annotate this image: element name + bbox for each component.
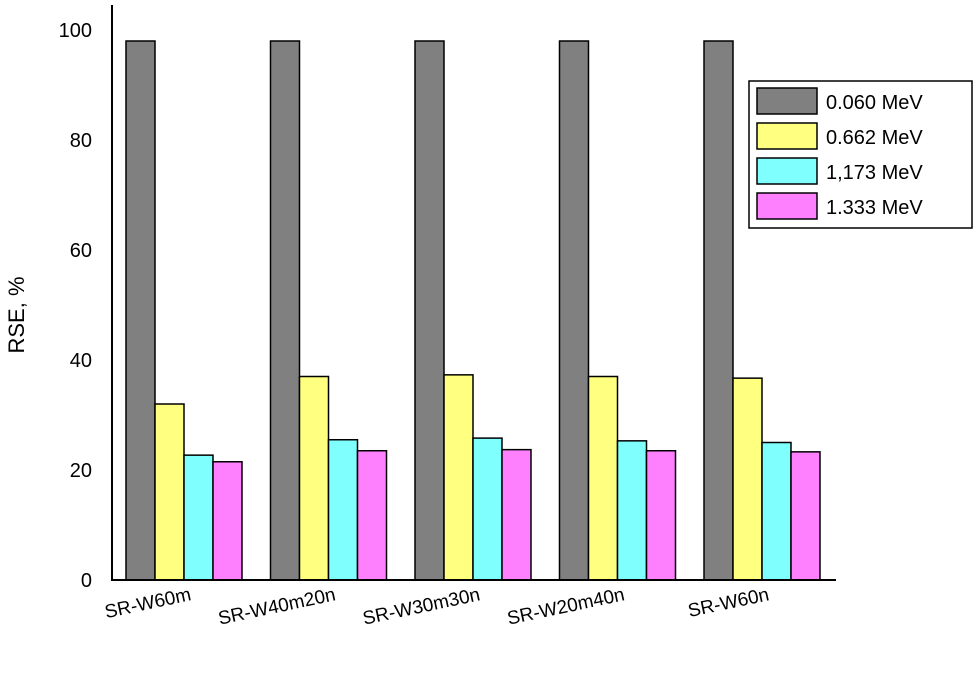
legend-swatch: [756, 122, 818, 150]
axes-group: [111, 5, 836, 581]
bar: [732, 377, 763, 581]
x-category-labels: SR-W60m SR-W40m20n SR-W30m30n SR-W20m40n SR-…: [103, 584, 771, 629]
bar: [587, 375, 619, 581]
bar: [269, 40, 301, 581]
bar: [501, 448, 532, 581]
bar: [761, 441, 792, 581]
legend-label: 1,173 MeV: [826, 162, 923, 184]
x-category-label: SR-W40m20n: [216, 584, 337, 629]
bar: [790, 451, 821, 581]
legend-swatch: [756, 192, 818, 220]
bar: [472, 437, 503, 581]
legend-swatch: [756, 157, 818, 185]
bar: [125, 40, 156, 581]
y-tick-labels: 0 20 40 60 80 100: [59, 20, 92, 592]
bar: [298, 375, 330, 581]
x-category-label: SR-W20m40n: [505, 584, 626, 629]
bar: [616, 440, 648, 581]
x-category-label: SR-W30m30n: [361, 584, 482, 629]
bar: [356, 450, 388, 581]
y-tick-label: 40: [70, 350, 92, 372]
y-axis-title: RSE, %: [4, 276, 29, 353]
bar: [443, 374, 474, 581]
bar: [212, 461, 243, 581]
bar: [414, 40, 445, 581]
y-tick-label: 20: [70, 460, 92, 482]
y-tick-label: 80: [70, 130, 92, 152]
legend-swatch: [756, 87, 818, 115]
y-tick-label: 60: [70, 240, 92, 262]
y-tick-label: 0: [81, 570, 92, 592]
legend-label: 1.333 MeV: [826, 197, 923, 219]
bar: [645, 450, 677, 581]
bars-group: [125, 40, 821, 581]
legend: 0.060 MeV 0.662 MeV 1,173 MeV 1.333 MeV: [748, 80, 973, 229]
x-category-label: SR-W60n: [686, 584, 771, 622]
y-tick-label: 100: [59, 20, 92, 42]
x-category-label: SR-W60m: [103, 584, 193, 623]
bar: [703, 40, 734, 581]
bar: [154, 403, 185, 581]
bar: [183, 454, 214, 581]
legend-label: 0.060 MeV: [826, 92, 923, 114]
bar: [327, 439, 359, 581]
bar: [558, 40, 590, 581]
legend-label: 0.662 MeV: [826, 127, 923, 149]
